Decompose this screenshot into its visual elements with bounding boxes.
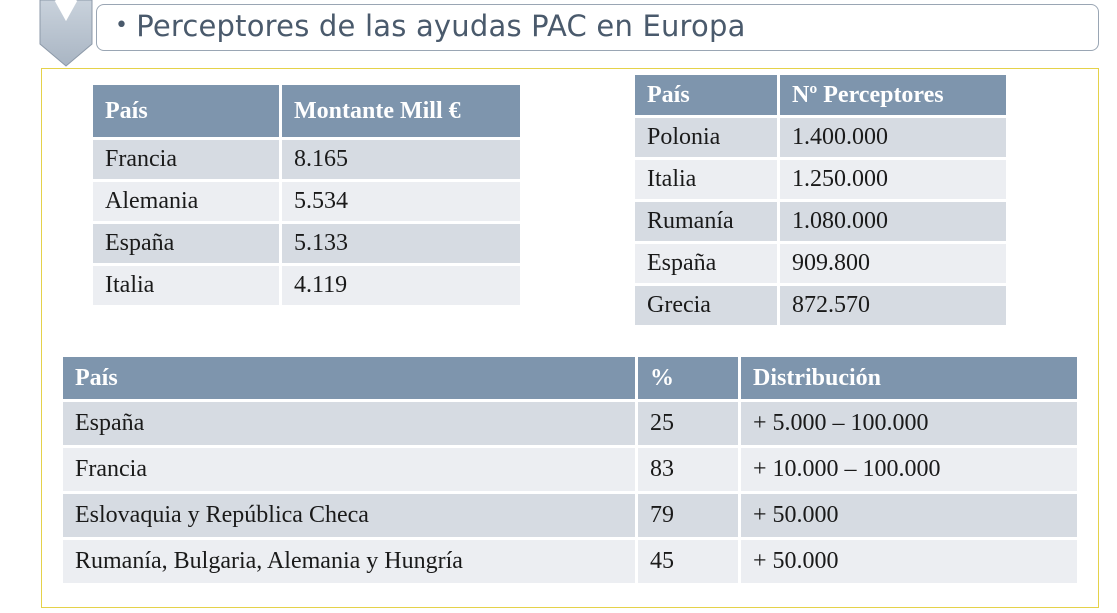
slide-title-text: Perceptores de las ayudas PAC en Europa — [136, 9, 746, 43]
cell-distribution: + 50.000 — [741, 540, 1077, 583]
table-row: Polonia 1.400.000 — [635, 118, 1006, 157]
cell-country: Grecia — [635, 286, 777, 325]
table-row: Eslovaquia y República Checa 79 + 50.000 — [63, 494, 1077, 537]
column-header-distribution: Distribución — [741, 357, 1077, 399]
table-row: España 5.133 — [93, 224, 520, 263]
cell-amount: 4.119 — [282, 266, 520, 305]
column-header-recipients: Nº Perceptores — [780, 75, 1006, 115]
table-row: Italia 4.119 — [93, 266, 520, 305]
chevron-down-icon — [39, 0, 93, 67]
table-header-row: País % Distribución — [63, 357, 1077, 399]
cell-recipients: 1.250.000 — [780, 160, 1006, 199]
distribution-table: País % Distribución España 25 + 5.000 – … — [60, 354, 1080, 586]
cell-percent: 45 — [638, 540, 738, 583]
cell-percent: 25 — [638, 402, 738, 445]
cell-country: España — [63, 402, 635, 445]
table-row: España 25 + 5.000 – 100.000 — [63, 402, 1077, 445]
cell-amount: 5.534 — [282, 182, 520, 221]
table-row: Grecia 872.570 — [635, 286, 1006, 325]
table-row: Rumanía 1.080.000 — [635, 202, 1006, 241]
column-header-country: País — [93, 85, 279, 137]
cell-distribution: + 50.000 — [741, 494, 1077, 537]
cell-country: Polonia — [635, 118, 777, 157]
cell-distribution: + 5.000 – 100.000 — [741, 402, 1077, 445]
table-header-row: País Montante Mill € — [93, 85, 520, 137]
amounts-table: País Montante Mill € Francia 8.165 Alema… — [90, 82, 523, 308]
slide-title: • Perceptores de las ayudas PAC en Europa — [115, 9, 746, 43]
cell-country: Rumanía — [635, 202, 777, 241]
recipients-table: País Nº Perceptores Polonia 1.400.000 It… — [632, 72, 1009, 328]
column-header-percent: % — [638, 357, 738, 399]
cell-country: Rumanía, Bulgaria, Alemania y Hungría — [63, 540, 635, 583]
table-row: España 909.800 — [635, 244, 1006, 283]
cell-country: Italia — [635, 160, 777, 199]
title-bullet: • — [115, 13, 129, 38]
table-row: Italia 1.250.000 — [635, 160, 1006, 199]
cell-recipients: 1.080.000 — [780, 202, 1006, 241]
table-row: Francia 83 + 10.000 – 100.000 — [63, 448, 1077, 491]
cell-recipients: 1.400.000 — [780, 118, 1006, 157]
cell-amount: 5.133 — [282, 224, 520, 263]
table-header-row: País Nº Perceptores — [635, 75, 1006, 115]
cell-country: Francia — [63, 448, 635, 491]
cell-country: España — [635, 244, 777, 283]
cell-distribution: + 10.000 – 100.000 — [741, 448, 1077, 491]
cell-country: Eslovaquia y República Checa — [63, 494, 635, 537]
table-row: Francia 8.165 — [93, 140, 520, 179]
cell-percent: 83 — [638, 448, 738, 491]
table-row: Alemania 5.534 — [93, 182, 520, 221]
column-header-amount: Montante Mill € — [282, 85, 520, 137]
column-header-country: País — [63, 357, 635, 399]
cell-amount: 8.165 — [282, 140, 520, 179]
cell-country: España — [93, 224, 279, 263]
cell-recipients: 872.570 — [780, 286, 1006, 325]
column-header-country: País — [635, 75, 777, 115]
cell-country: Italia — [93, 266, 279, 305]
cell-country: Alemania — [93, 182, 279, 221]
cell-percent: 79 — [638, 494, 738, 537]
slide-title-box: • Perceptores de las ayudas PAC en Europa — [96, 4, 1099, 51]
cell-country: Francia — [93, 140, 279, 179]
table-row: Rumanía, Bulgaria, Alemania y Hungría 45… — [63, 540, 1077, 583]
cell-recipients: 909.800 — [780, 244, 1006, 283]
